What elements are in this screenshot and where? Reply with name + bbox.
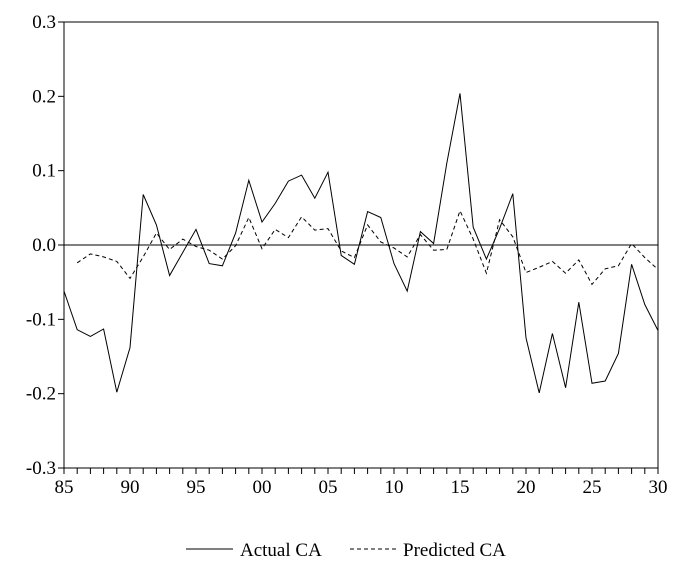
x-tick-label: 00 [253, 477, 272, 498]
series-line-predicted-ca [76, 209, 659, 286]
x-tick-label: 85 [55, 477, 74, 498]
x-tick-label: 05 [319, 477, 338, 498]
series-layer [63, 93, 659, 394]
x-tick-label: 30 [649, 477, 668, 498]
series-line-actual-ca [63, 93, 659, 394]
x-tick-label: 20 [517, 477, 536, 498]
y-tick-label: 0.2 [32, 86, 56, 107]
x-tick-label: 90 [121, 477, 140, 498]
x-axis: 85 90 95 00 05 10 15 20 25 30 [55, 468, 668, 498]
y-tick-label: 0.0 [32, 235, 56, 256]
y-tick-label: 0.3 [32, 12, 56, 33]
y-tick-label: 0.1 [32, 161, 56, 182]
x-tick-label: 10 [385, 477, 404, 498]
y-tick-label: -0.1 [26, 309, 56, 330]
legend: Actual CA Predicted CA [186, 540, 506, 561]
legend-label-actual-ca: Actual CA [240, 540, 322, 561]
y-axis: 0.3 0.2 0.1 0.0 -0.1 -0.2 -0.3 [26, 12, 64, 479]
y-tick-label: -0.2 [26, 384, 56, 405]
x-tick-label: 15 [451, 477, 470, 498]
y-tick-label: -0.3 [26, 458, 56, 479]
x-tick-label: 25 [583, 477, 602, 498]
x-tick-label: 95 [187, 477, 206, 498]
legend-label-predicted-ca: Predicted CA [403, 540, 506, 561]
